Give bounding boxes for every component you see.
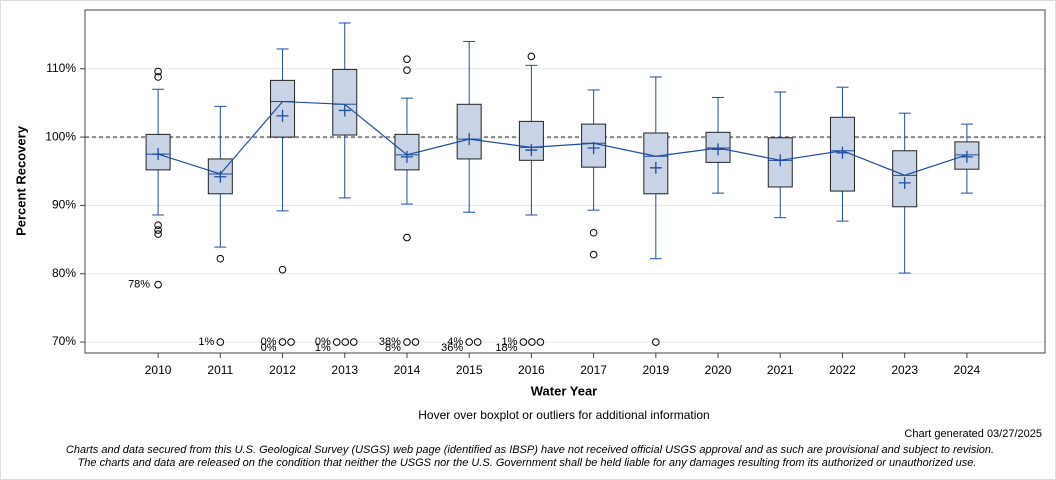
offscale-label: 18%: [495, 342, 517, 354]
y-tick-label: 80%: [52, 266, 76, 280]
generated-note: Chart generated 03/27/2025: [904, 428, 1042, 440]
x-tick-label: 2021: [767, 363, 794, 377]
mean-marker: [898, 176, 911, 189]
offscale-label: 1%: [501, 336, 517, 348]
median-line: [157, 100, 968, 176]
offscale-marker: [278, 338, 287, 346]
x-tick-label: 2015: [456, 363, 483, 377]
x-tick-label: 2022: [829, 363, 856, 377]
mean-marker: [587, 142, 600, 155]
outlier: [154, 73, 162, 81]
x-tick-label: 2010: [145, 363, 172, 377]
outlier: [216, 254, 225, 263]
x-axis-label: Water Year: [531, 383, 598, 398]
offscale-marker: [465, 338, 473, 346]
offscale-marker: [403, 338, 411, 346]
disclaimer: Charts and data secured from this U.S. G…: [66, 444, 994, 456]
offscale-label: 38%: [379, 336, 401, 348]
offscale-marker: [349, 338, 358, 346]
offscale-label: 4%: [447, 336, 463, 348]
offscale-label: 1%: [315, 342, 331, 354]
y-tick-label: 90%: [52, 198, 76, 212]
mean-marker: [960, 150, 973, 163]
x-tick-label: 2012: [269, 363, 296, 377]
offscale-label: 36%: [441, 342, 463, 354]
y-axis-label: Percent Recovery: [13, 125, 28, 236]
x-tick-label: 2020: [705, 363, 732, 377]
offscale-label: 0%: [261, 342, 277, 354]
y-tick-label: 100%: [45, 129, 76, 143]
box: [456, 103, 482, 160]
x-tick-label: 2014: [394, 363, 421, 377]
disclaimer: The charts and data are released on the …: [78, 457, 977, 469]
offscale-marker: [287, 338, 295, 346]
outlier: [278, 265, 287, 274]
offscale-label: 0%: [261, 336, 277, 348]
offscale-marker: [528, 338, 536, 346]
box: [270, 79, 296, 138]
mean-marker: [276, 109, 289, 122]
offscale-label: 8%: [385, 342, 401, 354]
mean-marker: [525, 144, 538, 157]
offscale-marker: [216, 338, 225, 346]
outlier: [154, 226, 162, 234]
outlier: [589, 250, 598, 259]
offscale-marker: [519, 338, 528, 346]
mean-marker: [214, 170, 227, 183]
offscale-marker: [411, 338, 420, 346]
x-tick-label: 2011: [207, 363, 233, 377]
hover-note: Hover over boxplot or outliers for addit…: [418, 408, 709, 422]
x-tick-label: 2023: [891, 363, 918, 377]
outlier: [154, 280, 162, 289]
mean-marker: [649, 161, 662, 174]
outlier: [154, 67, 162, 76]
mean-marker: [338, 104, 351, 117]
x-tick-label: 2013: [331, 363, 358, 377]
plot-frame: [84, 9, 1046, 354]
outlier-label: 78%: [128, 279, 150, 291]
offscale-marker: [332, 338, 341, 346]
outlier: [652, 338, 660, 346]
y-tick-label: 110%: [46, 61, 76, 75]
x-tick-label: 2019: [642, 363, 669, 377]
offscale-label: 1%: [198, 336, 214, 348]
outlier: [403, 66, 411, 74]
outlier: [403, 233, 411, 242]
offscale-marker: [536, 338, 545, 346]
y-tick-label: 70%: [52, 334, 76, 348]
mean-marker: [400, 150, 413, 163]
x-tick-label: 2016: [518, 363, 545, 377]
mean-marker: [152, 148, 165, 161]
offscale-marker: [473, 338, 482, 346]
offscale-marker: [341, 338, 350, 346]
outlier: [403, 55, 411, 63]
outlier: [154, 230, 162, 238]
x-tick-label: 2017: [580, 363, 607, 377]
x-tick-label: 2024: [954, 363, 981, 377]
box: [332, 68, 358, 136]
outlier: [154, 221, 162, 230]
outlier: [527, 52, 536, 61]
offscale-label: 0%: [315, 336, 331, 348]
outlier: [589, 228, 598, 237]
